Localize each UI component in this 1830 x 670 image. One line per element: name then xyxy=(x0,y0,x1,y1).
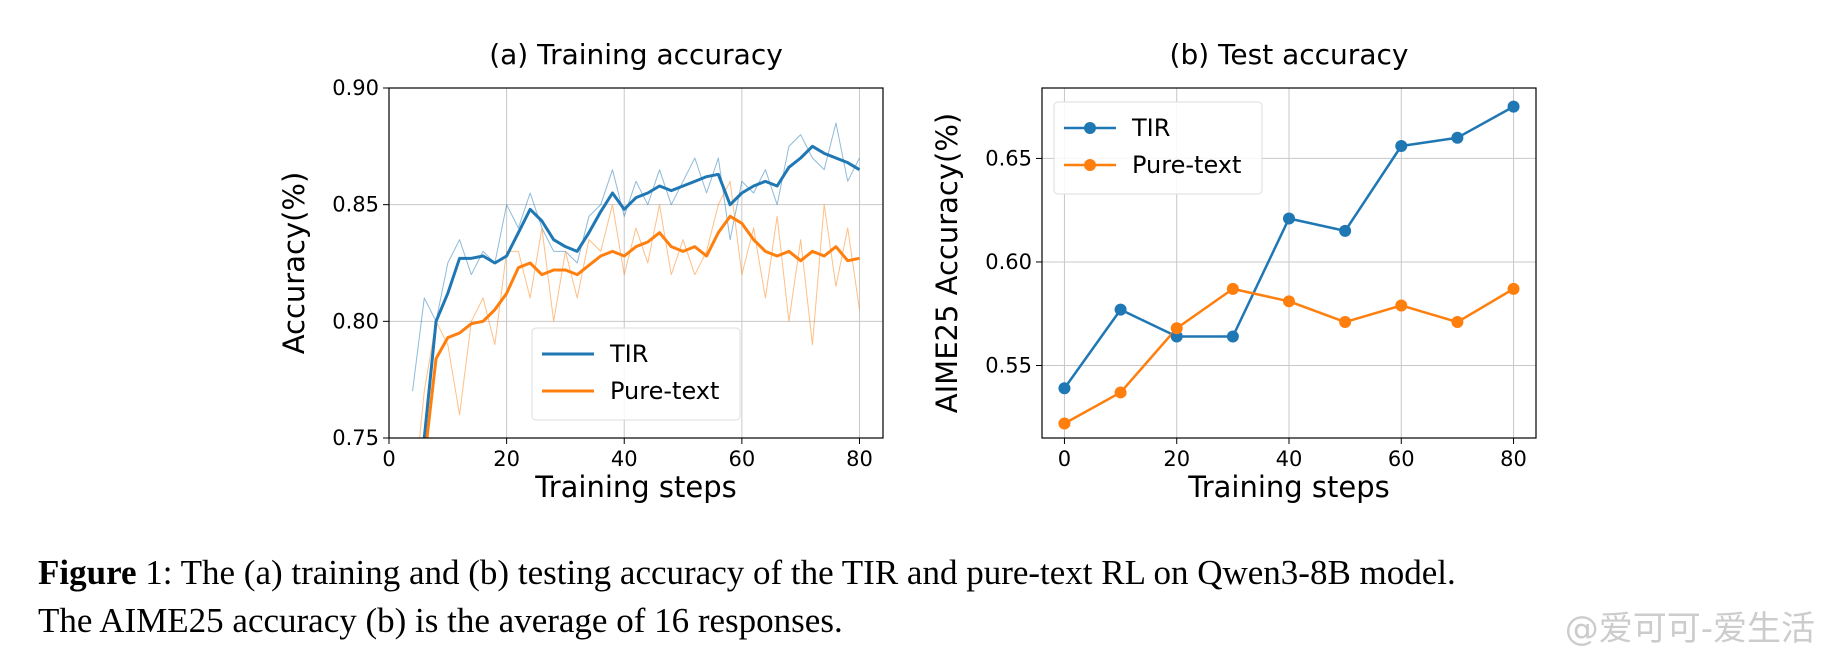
y-tick-label: 0.60 xyxy=(985,250,1032,274)
legend-marker xyxy=(1084,159,1096,171)
x-tick-label: 0 xyxy=(382,447,395,471)
legend-box xyxy=(531,327,741,421)
caption-number: 1: xyxy=(145,553,172,592)
x-tick-label: 20 xyxy=(493,447,520,471)
axes-frame xyxy=(1041,87,1537,439)
data-point xyxy=(1395,139,1408,152)
legend-label: Pure-text xyxy=(1132,151,1241,179)
data-point xyxy=(1114,303,1127,316)
data-point xyxy=(1226,282,1239,295)
data-point xyxy=(1114,386,1127,399)
caption-line: Figure 1: The (a) training and (b) testi… xyxy=(38,553,1456,592)
x-tick-label: 40 xyxy=(1276,447,1303,471)
caption-text: The (a) training and (b) testing accurac… xyxy=(181,553,1456,592)
data-point xyxy=(1283,295,1295,308)
x-tick-label: 60 xyxy=(1388,447,1415,471)
y-tick-label: 0.55 xyxy=(985,354,1032,378)
series-line xyxy=(425,214,860,438)
x-axis-label: Training steps xyxy=(1187,470,1390,504)
series-line xyxy=(412,122,860,392)
data-point xyxy=(1507,100,1520,113)
data-point xyxy=(1395,299,1408,312)
data-point xyxy=(1226,330,1239,343)
chart: (b) Test accuracy Training steps AIME25 Ac… xyxy=(930,38,1537,504)
legend-label: TIR xyxy=(1131,114,1170,142)
caption-label: Figure xyxy=(38,553,137,592)
legend-marker xyxy=(1084,122,1096,134)
watermark: @爱可可-爱生活 xyxy=(1565,609,1815,649)
legend-box xyxy=(1053,101,1263,195)
data-point xyxy=(1170,330,1183,343)
y-tick-label: 0.75 xyxy=(332,426,379,450)
y-axis-label: AIME25 Accuracy(%) xyxy=(930,113,964,413)
y-axis-label: Accuracy(%) xyxy=(277,172,311,355)
chart-title: (b) Test accuracy xyxy=(1170,38,1409,71)
data-point xyxy=(1283,212,1295,225)
x-tick-label: 0 xyxy=(1058,447,1071,471)
data-point xyxy=(1339,316,1352,329)
data-point xyxy=(1507,282,1520,295)
data-point xyxy=(1058,382,1071,395)
x-axis-label: Training steps xyxy=(534,470,737,504)
series-line xyxy=(422,144,861,438)
data-point xyxy=(1339,224,1352,237)
data-point xyxy=(1451,131,1464,144)
plot-area xyxy=(412,122,861,438)
y-tick-label: 0.80 xyxy=(332,309,379,333)
x-tick-label: 20 xyxy=(1163,447,1190,471)
y-tick-label: 0.90 xyxy=(332,76,379,100)
legend-label: Pure-text xyxy=(610,377,719,405)
x-tick-label: 80 xyxy=(846,447,873,471)
x-tick-label: 60 xyxy=(728,447,755,471)
chart: (a) Training accuracy Training steps Accur… xyxy=(277,38,884,504)
axes-frame xyxy=(388,87,884,439)
data-point xyxy=(1451,316,1464,329)
data-point xyxy=(1058,417,1071,430)
x-tick-label: 80 xyxy=(1500,447,1527,471)
y-tick-label: 0.85 xyxy=(332,193,379,217)
x-tick-label: 40 xyxy=(611,447,638,471)
series-line xyxy=(419,180,860,438)
legend-label: TIR xyxy=(609,340,648,368)
caption-line: The AIME25 accuracy (b) is the average o… xyxy=(38,601,843,640)
chart-title: (a) Training accuracy xyxy=(489,38,783,71)
data-point xyxy=(1170,322,1183,335)
y-tick-label: 0.65 xyxy=(985,146,1032,170)
